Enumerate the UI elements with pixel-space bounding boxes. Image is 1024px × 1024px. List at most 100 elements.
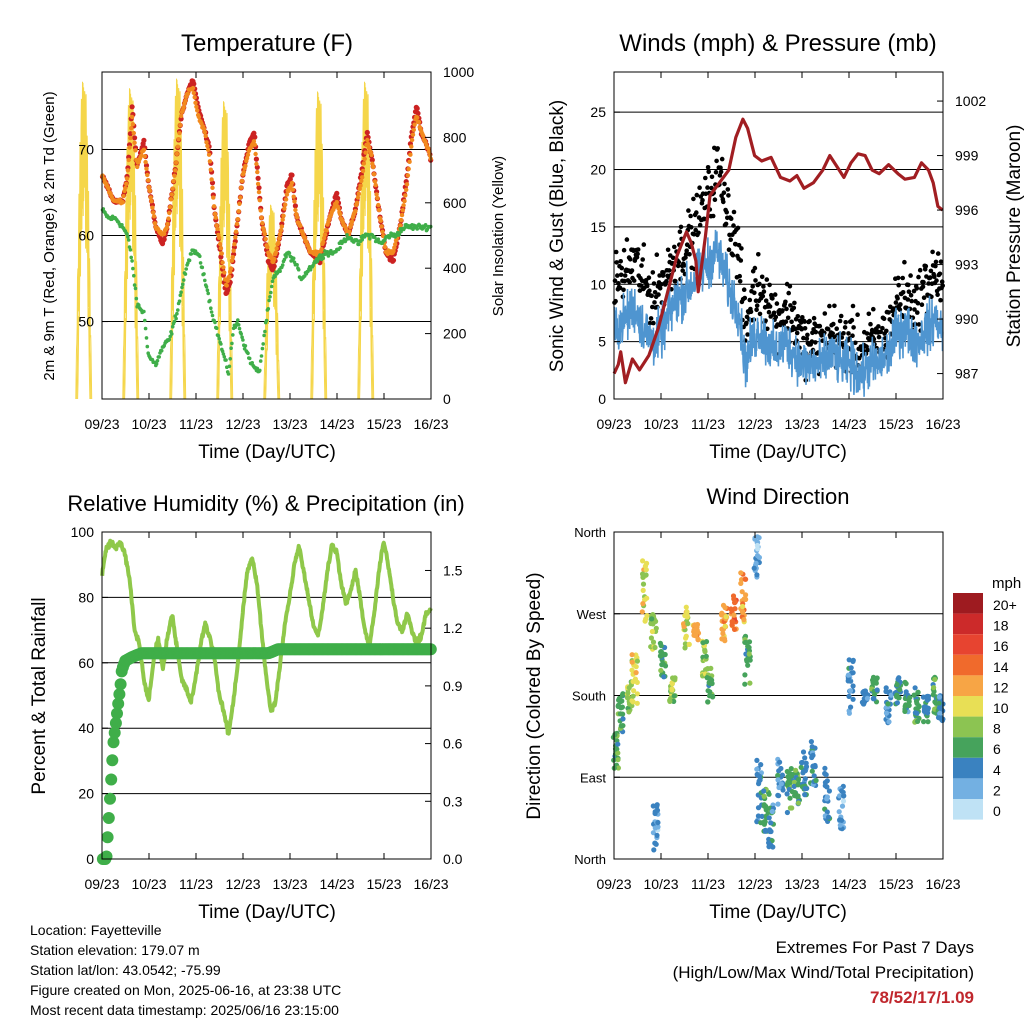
temp9m-point [354,200,360,205]
dewpoint-point [399,229,403,234]
direction-point [824,809,830,815]
direction-point [640,574,646,580]
gust-point [717,173,723,178]
direction-point [615,741,621,747]
gust-point [614,260,619,265]
direction-point [768,820,774,826]
temp9m-point [121,194,126,199]
temp9m-point [338,212,343,217]
humidity-xlabel: Time (Day/UTC) [198,902,336,923]
direction-point [762,828,769,834]
direction-point [803,764,810,770]
direction-point [864,695,871,701]
y-tick-label: 10 [590,276,606,292]
gust-point [721,190,727,195]
gust-point [666,268,672,273]
dewpoint-point [264,318,269,323]
y-tick-label: North [574,852,606,867]
temp9m-point [407,159,412,164]
gust-point [791,305,797,311]
gust-point [691,232,697,237]
dewpoint-point [186,261,190,265]
temp9m-point [173,160,179,165]
gust-point [652,300,657,305]
direction-point [686,641,692,648]
x-tick-label: 13/23 [272,416,307,432]
temp9m-point [361,161,367,166]
dewpoint-point [221,352,226,356]
gust-point [641,242,647,247]
direction-point [643,567,649,573]
dewpoint-point [128,248,133,252]
dewpoint-point [144,336,149,340]
temp2m-point [141,137,147,143]
direction-point [624,695,631,701]
y-tick-label-right: 0 [443,391,451,407]
gust-point [737,273,742,279]
dewpoint-point [308,267,313,272]
gust-point [915,300,921,306]
temp9m-point [183,98,188,104]
extremes-subtitle: (High/Low/Max Wind/Total Precipitation) [672,963,974,982]
direction-point [850,683,856,689]
direction-point [669,686,675,692]
y-tick-label: South [572,689,606,704]
direction-point [652,840,658,846]
temp9m-point [212,211,218,217]
direction-point [742,672,748,678]
solar-line [123,89,139,400]
temp9m-point [151,214,157,219]
gust-point [813,340,818,345]
y-tick-label: East [580,770,606,785]
direction-point [732,606,738,612]
temp9m-point [360,175,365,180]
temp9m-point [220,260,225,265]
gust-point [846,331,851,336]
temp9m-point [279,224,284,229]
gust-point [731,223,736,228]
x-tick-label: 14/23 [319,876,354,892]
direction-point [654,802,660,808]
direction-point [758,762,764,768]
precip-point [101,831,114,844]
dewpoint-point [236,323,241,327]
temp9m-point [124,176,130,181]
direction-point [630,693,636,699]
dewpoint-point [355,239,359,243]
temp9m-point [371,164,376,170]
y-tick-label: 100 [71,524,95,540]
dewpoint-point [376,237,381,241]
direction-point [650,639,657,645]
temp9m-point [168,204,173,210]
temp9m-point [406,166,411,172]
temp9m-point [293,207,298,213]
x-tick-label: 16/23 [413,876,448,892]
y-tick-label-right: 0.3 [443,793,463,809]
gust-point [938,259,944,265]
dewpoint-point [129,255,133,260]
direction-point [747,680,753,686]
direction-point [936,715,942,721]
dewpoint-point [237,326,242,331]
gust-point [621,287,626,293]
temp9m-point [378,218,383,223]
direction-point [671,693,677,699]
y-tick-label-right: 999 [955,148,979,164]
temp9m-point [166,216,171,221]
dewpoint-point [208,298,212,303]
temp9m-point [262,231,268,237]
direction-point [703,639,710,645]
temp2m-point [415,110,421,116]
temp9m-point [257,198,262,203]
temp9m-point [241,170,246,175]
temp2m-point [390,257,397,263]
direction-point [813,777,819,784]
direction-point [652,644,658,651]
dewpoint-point [368,237,372,241]
direction-point [931,685,937,691]
temp9m-point [412,122,417,127]
direction-point [756,535,762,541]
y-tick-label-right: 993 [955,257,979,273]
dewpoint-point [230,341,234,346]
direction-point [800,749,807,755]
